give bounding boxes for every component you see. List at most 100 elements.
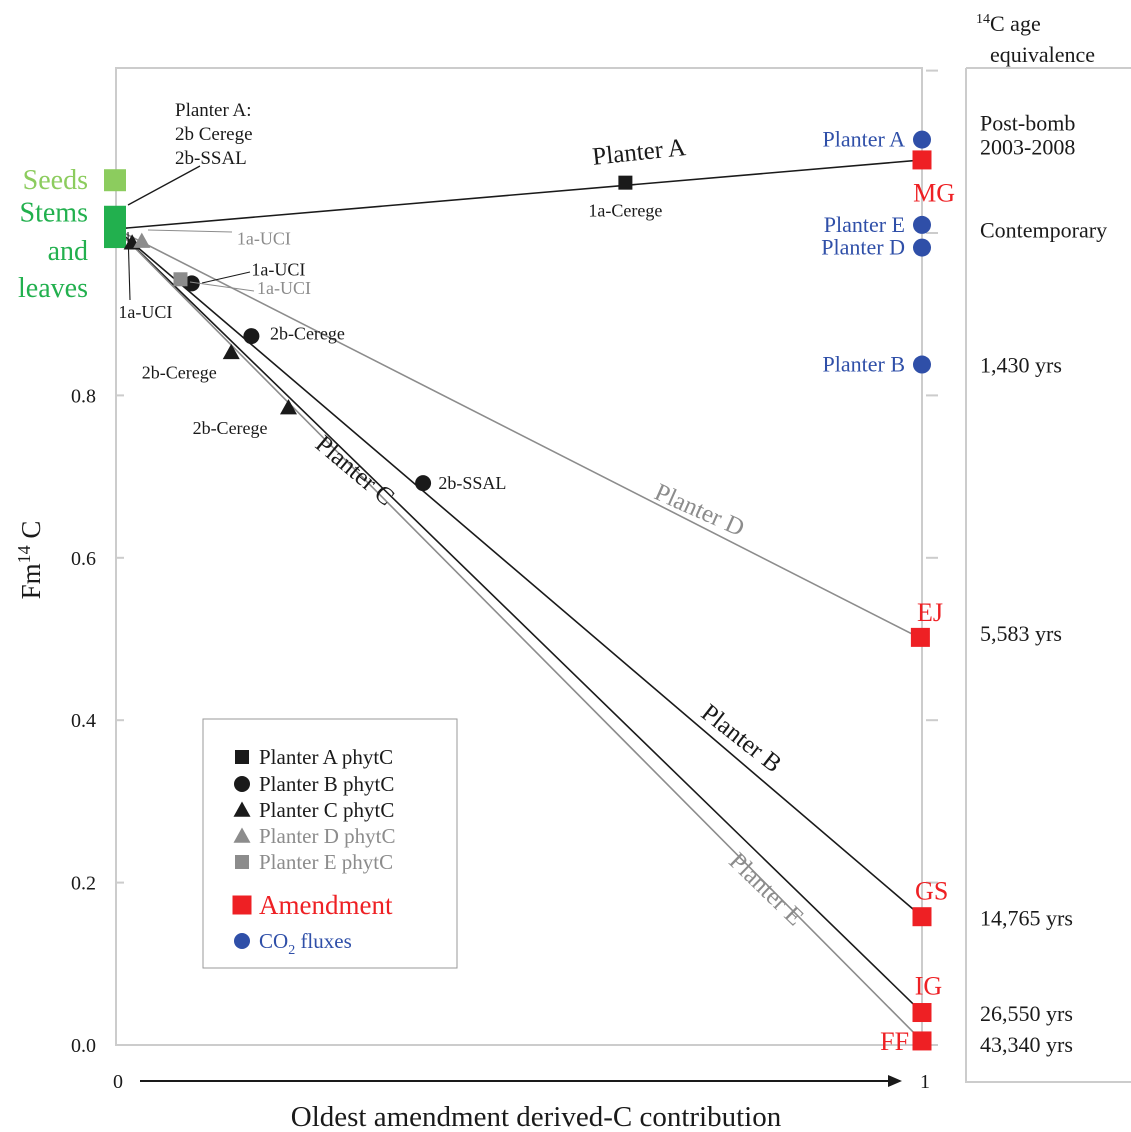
y-axis-title-sup: 14 [14, 545, 34, 563]
y-axis-title-main: Fm [16, 563, 46, 599]
planter-a-note: 2b-SSAL [175, 148, 247, 169]
data-points [104, 130, 932, 1051]
phytc-label: 1a-Cerege [588, 200, 662, 220]
legend-label-main: Planter B phytC [259, 772, 394, 796]
phytc-point [279, 399, 297, 415]
amendment-label: GS [915, 877, 948, 906]
series-line [115, 228, 923, 1014]
legend-label-main: Amendment [259, 890, 393, 920]
legend-marker [234, 776, 250, 792]
y-tick-label: 0.6 [71, 548, 96, 570]
series-label: Planter C [310, 430, 399, 511]
age-header-line2: equivalence [990, 42, 1095, 67]
x-tick-label: 0 [113, 1071, 123, 1093]
legend-label: Planter E phytC [259, 850, 393, 874]
y-tick-label: 0.2 [71, 873, 96, 895]
amendment-point [912, 1003, 932, 1023]
legend-label: CO2 fluxes [259, 929, 352, 958]
series-line [115, 228, 923, 1042]
legend-marker [232, 895, 252, 915]
age-label: 1,430 yrs [980, 352, 1062, 377]
planter-a-note: Planter A: [175, 100, 252, 121]
age-label: Post-bomb [980, 110, 1075, 135]
legend-label-main: Planter D phytC [259, 824, 396, 848]
phytc-label: 2b-SSAL [438, 473, 506, 493]
age-label: 2003-2008 [980, 135, 1075, 160]
legend-label-main: Planter A phytC [259, 745, 393, 769]
series-line [115, 159, 923, 230]
phytc-label: 1a-UCI [257, 278, 311, 298]
plant-part-label: and [48, 236, 88, 267]
frame-layer [115, 67, 1131, 1083]
phytc-label: 1a-UCI [237, 229, 291, 249]
legend-label-main: CO [259, 929, 288, 953]
label-leader [189, 281, 255, 292]
co2-flux-label: Planter E [824, 212, 905, 237]
phytc-point [415, 475, 432, 492]
amendment-point [912, 150, 932, 170]
phytc-point [173, 272, 188, 287]
series-line [115, 228, 923, 640]
legend-marker [234, 933, 250, 949]
age-header-main: C age [990, 11, 1041, 36]
label-leader [147, 229, 233, 233]
age-header-line1: 14C age [976, 11, 1041, 36]
series-label: Planter D [650, 479, 748, 542]
co2-flux-point [913, 130, 931, 149]
legend-label: Planter A phytC [259, 745, 393, 769]
plant-part-label: Seeds [23, 165, 88, 196]
phytc-label: 1a-UCI [118, 302, 172, 322]
plant-part-marker [104, 169, 126, 192]
planter-a-note-leader [127, 165, 201, 206]
age-label: Contemporary [980, 218, 1107, 243]
phytc-label: 2b-Cerege [270, 324, 345, 344]
amendment-label: FF [880, 1027, 909, 1056]
x-axis-title: Oldest amendment derived-C contribution [291, 1101, 782, 1132]
legend-label: Planter C phytC [259, 798, 394, 822]
phytc-label: 2b-Cerege [193, 418, 268, 438]
y-axis-title-tail: C [16, 521, 46, 546]
age-label: 14,765 yrs [980, 905, 1073, 930]
co2-flux-label: Planter B [823, 352, 906, 377]
plant-part-marker [104, 226, 126, 249]
legend-marker [235, 750, 249, 764]
x-tick-label: 1 [920, 1071, 930, 1093]
amendment-label: EJ [917, 598, 943, 627]
legend-label-main: Planter E phytC [259, 850, 393, 874]
legend-label-tail: fluxes [295, 929, 352, 953]
phytc-point [133, 232, 151, 248]
age-panel-frame [965, 67, 1131, 1083]
co2-flux-label: Planter A [823, 127, 906, 152]
legend-label: Amendment [259, 890, 393, 920]
phytc-point [222, 343, 240, 360]
x-axis-arrow-head [888, 1075, 902, 1087]
y-tick-label: 0.0 [71, 1035, 96, 1057]
co2-flux-point [913, 215, 931, 234]
age-label: 43,340 yrs [980, 1032, 1073, 1057]
phytc-label: 1a-UCI [251, 260, 305, 280]
amendment-point [910, 627, 930, 647]
y-axis-title: Fm14 C [14, 521, 46, 600]
planter-a-note: 2b Cerege [175, 124, 253, 145]
legend-marker [233, 827, 251, 843]
plant-part-label: Stems [20, 198, 88, 229]
series-label: Planter B [696, 699, 786, 778]
age-header-sup: 14 [976, 12, 990, 27]
phytc-label: 2b-Cerege [142, 363, 217, 383]
age-label: 26,550 yrs [980, 1001, 1073, 1026]
plot-frame [115, 67, 923, 1046]
label-leader [127, 231, 131, 301]
plant-part-marker [104, 205, 126, 228]
legend-label: Planter D phytC [259, 824, 396, 848]
amendment-point [912, 1031, 932, 1051]
y-tick-label: 0.4 [71, 710, 96, 732]
phytc-point [243, 328, 260, 345]
co2-flux-label: Planter D [821, 235, 905, 260]
amendment-label: MG [913, 178, 955, 207]
amendment-label: IG [915, 972, 942, 1001]
amendment-point [912, 907, 932, 927]
phytc-point [183, 275, 200, 292]
